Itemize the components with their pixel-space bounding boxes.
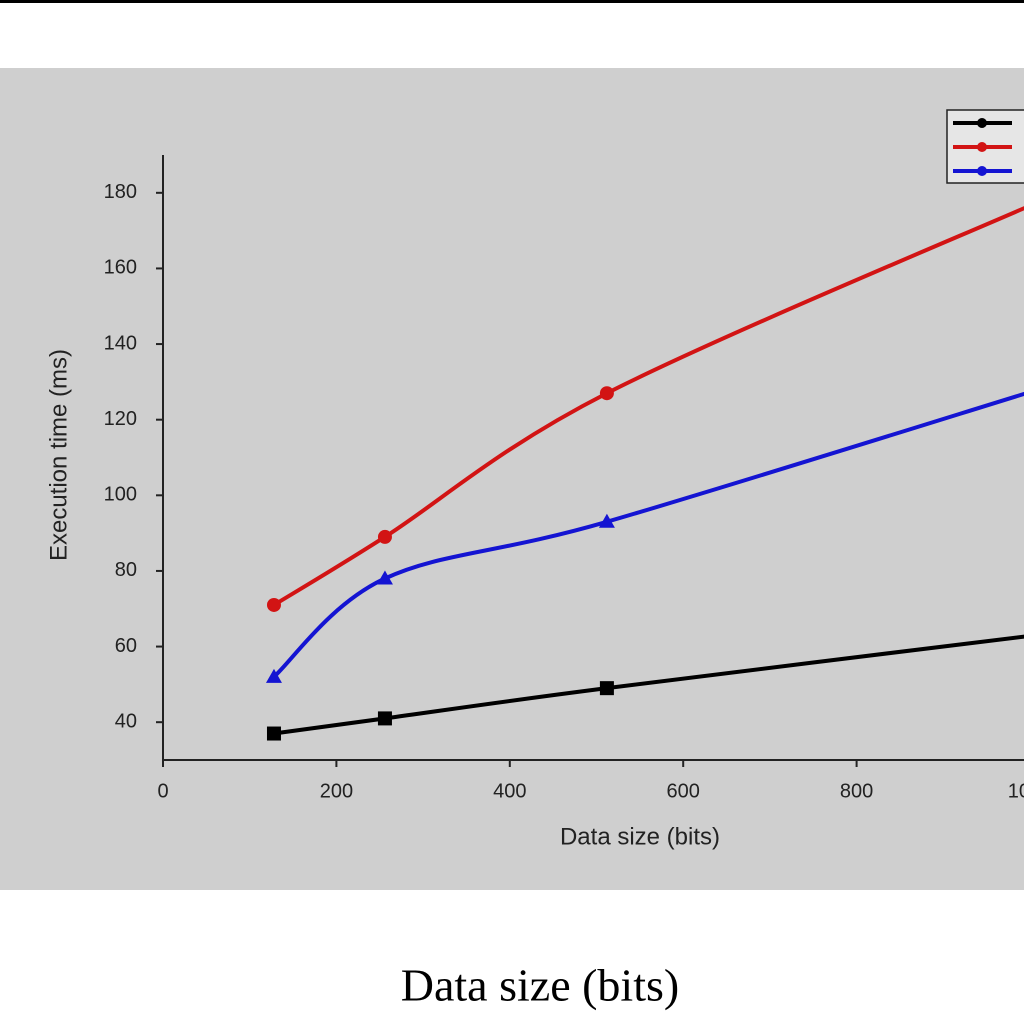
legend-marker (977, 118, 987, 128)
point (599, 386, 614, 401)
plot: 40 60 80 100 120 140 160 180 0 200 400 600 800 1000 (104, 109, 1024, 802)
point (598, 513, 615, 528)
series-line (273, 634, 1024, 736)
x-tick-label: 800 (840, 780, 873, 802)
x-tick-label: 1000 (1008, 780, 1024, 802)
legend-marker (977, 166, 987, 176)
point (376, 570, 393, 585)
series-line (272, 206, 1024, 607)
x-tick-label: 600 (667, 780, 700, 802)
x-tick-label: 0 (157, 780, 168, 802)
point (599, 681, 614, 696)
y-tick-label: 120 (104, 408, 137, 430)
y-axis-title: Execution time (ms) (45, 349, 72, 561)
x-tick-label: 200 (320, 780, 353, 802)
y-tick-label: 180 (104, 181, 137, 203)
chart-panel (0, 68, 1024, 890)
series-line (272, 391, 1024, 679)
x-axis-title: Data size (bits) (560, 823, 720, 850)
caption: Data size (bits) (401, 960, 679, 1011)
legend-marker (977, 142, 987, 152)
y-tick-label: 100 (104, 484, 137, 506)
y-tick-label: 40 (115, 710, 137, 732)
point (266, 726, 281, 741)
y-tick-label: 140 (104, 332, 137, 354)
point (377, 711, 392, 726)
y-tick-label: 80 (115, 559, 137, 581)
point (377, 529, 392, 544)
y-tick-label: 60 (115, 635, 137, 657)
point (266, 597, 281, 612)
y-tick-label: 160 (104, 257, 137, 279)
point (265, 668, 282, 683)
top-rule (0, 0, 1024, 3)
x-tick-label: 400 (493, 780, 526, 802)
